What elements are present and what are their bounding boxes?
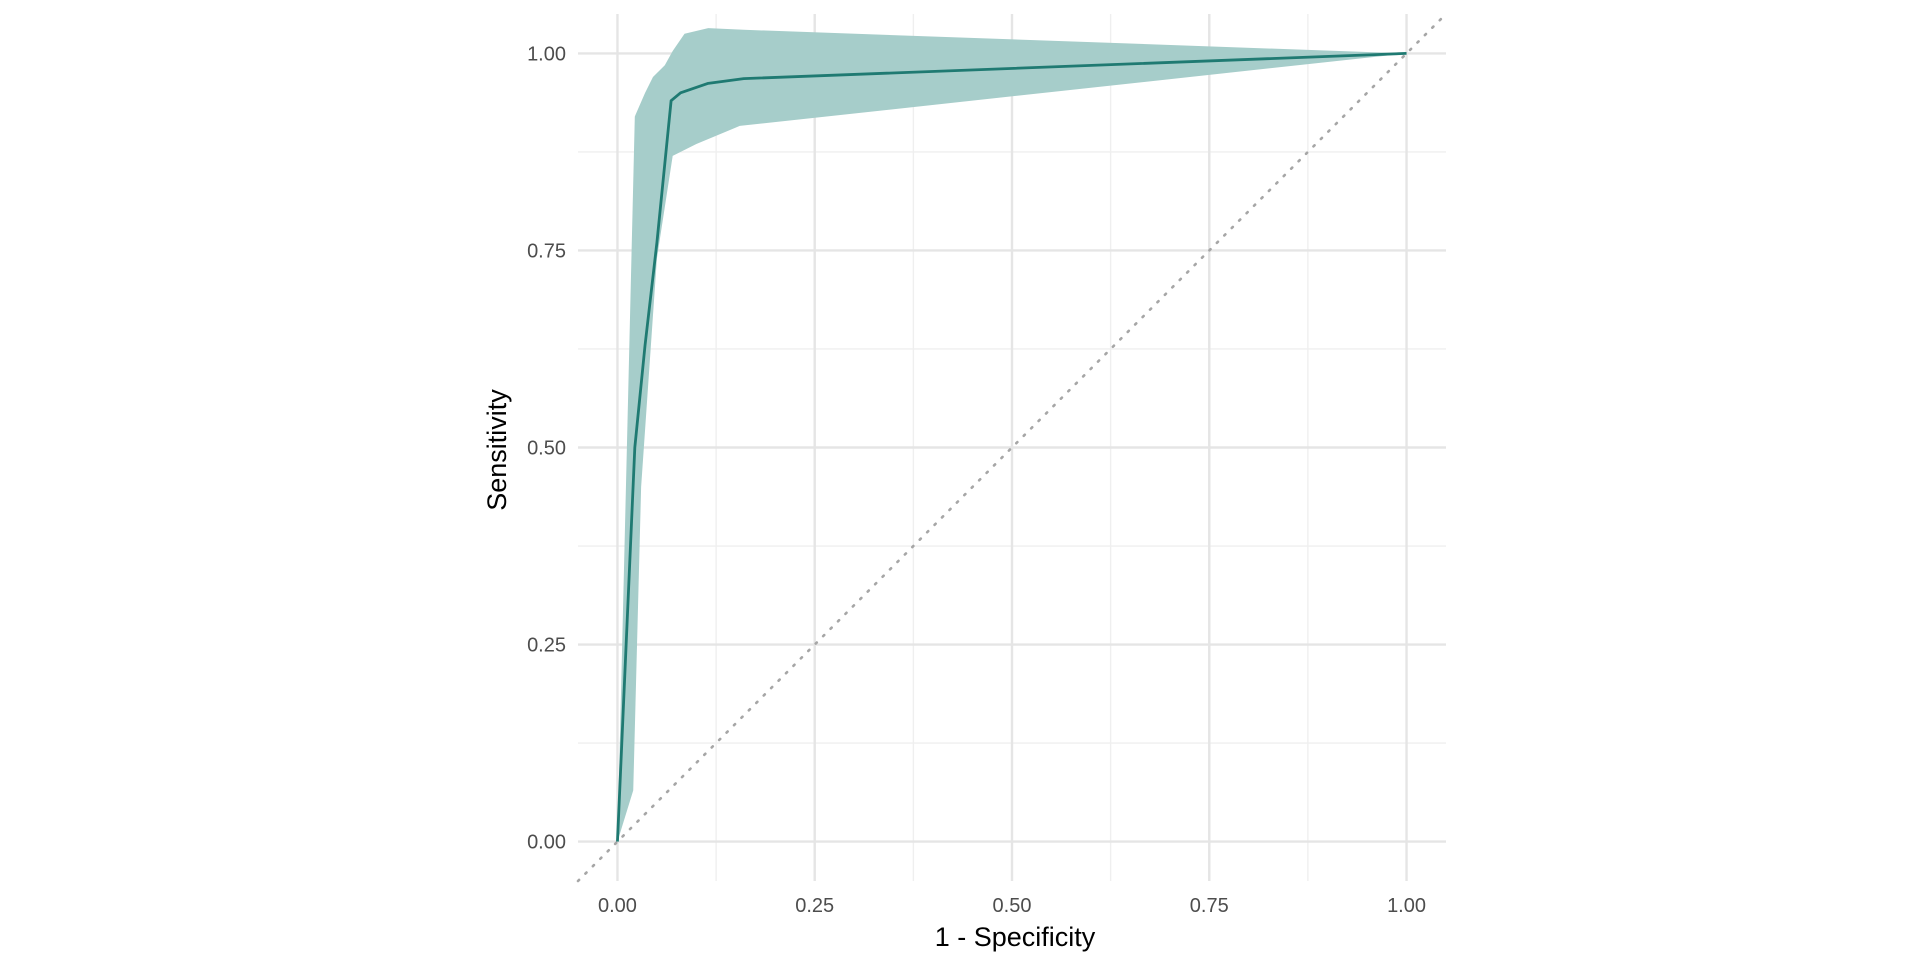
x-axis-title: 1 - Specificity (935, 922, 1096, 952)
y-tick-label: 1.00 (527, 43, 566, 65)
roc-curve-line (616, 52, 1407, 842)
y-tick-label: 0.25 (527, 635, 566, 657)
y-tick-label: 0.75 (527, 240, 566, 262)
y-tick-label: 0.50 (527, 438, 566, 460)
y-tick-label: 0.00 (527, 832, 566, 854)
y-axis-title: Sensitivity (482, 389, 512, 511)
x-tick-label: 0.25 (795, 895, 834, 917)
x-tick-label: 1.00 (1387, 895, 1426, 917)
x-tick-label: 0.00 (598, 895, 637, 917)
tick-label-layer: 0.00 0.25 0.50 0.75 1.00 0.00 0.25 0.50 0.75 1.00 (527, 43, 1426, 917)
band-layer (617, 28, 1407, 842)
x-tick-label: 0.50 (993, 895, 1032, 917)
x-tick-label: 0.75 (1190, 895, 1229, 917)
series-layer (616, 52, 1407, 842)
confidence-band (617, 28, 1407, 842)
